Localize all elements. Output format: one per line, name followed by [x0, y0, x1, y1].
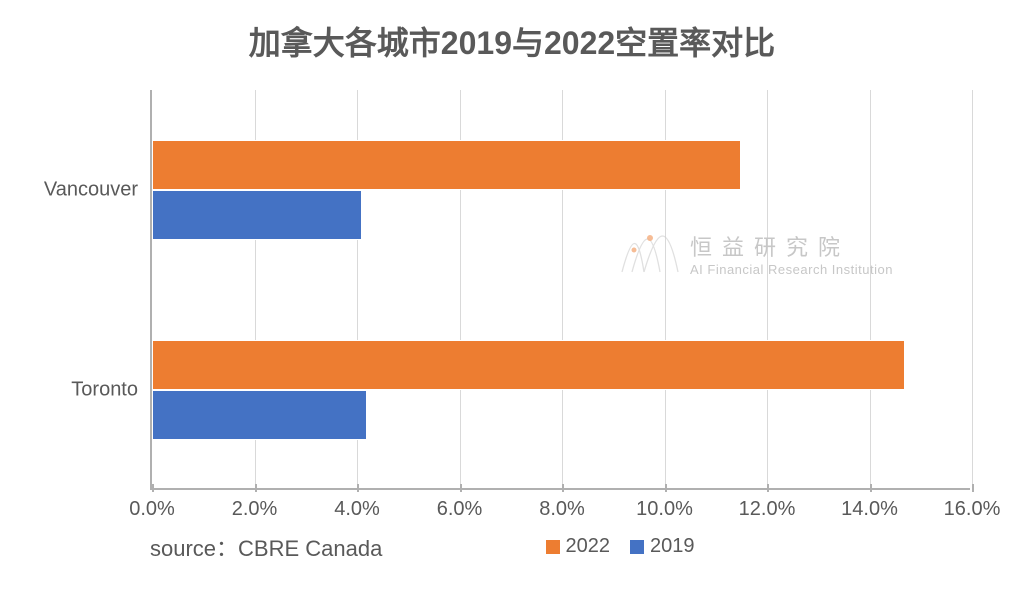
source-label: source：CBRE Canada [150, 531, 382, 563]
x-tick [460, 484, 462, 492]
legend-item: 2019 [630, 535, 695, 558]
y-tick-label: Toronto [71, 379, 138, 402]
legend-label: 2019 [650, 535, 695, 558]
x-tick-label: 4.0% [334, 498, 380, 521]
chart-title: 加拿大各城市2019与2022空置率对比 [0, 0, 1024, 64]
legend-item: 2022 [546, 535, 611, 558]
x-tick-label: 6.0% [437, 498, 483, 521]
x-tick-label: 12.0% [739, 498, 796, 521]
gridline [767, 90, 768, 488]
y-tick-label: Vancouver [44, 179, 138, 202]
bottom-row: source：CBRE Canada 20222019 [150, 535, 970, 558]
x-tick-label: 14.0% [841, 498, 898, 521]
x-tick-label: 16.0% [944, 498, 1001, 521]
bar [152, 340, 905, 390]
bar [152, 190, 362, 240]
legend-swatch [546, 540, 560, 554]
x-tick-label: 0.0% [129, 498, 175, 521]
bar [152, 390, 367, 440]
x-tick [972, 484, 974, 492]
x-tick-label: 8.0% [539, 498, 585, 521]
gridline [870, 90, 871, 488]
x-tick-label: 10.0% [636, 498, 693, 521]
legend: 2022 2019 [546, 535, 695, 558]
x-tick-label: 2.0% [232, 498, 278, 521]
x-tick [255, 484, 257, 492]
x-tick [665, 484, 667, 492]
bar [152, 140, 741, 190]
x-tick [562, 484, 564, 492]
gridline [972, 90, 973, 488]
x-tick [152, 484, 154, 492]
plot-area: 0.0%2.0%4.0%6.0%8.0%10.0%12.0%14.0%16.0%… [150, 90, 970, 490]
x-tick [767, 484, 769, 492]
x-tick [357, 484, 359, 492]
legend-swatch [630, 540, 644, 554]
chart-container: 加拿大各城市2019与2022空置率对比 0.0%2.0%4.0%6.0%8.0… [0, 0, 1024, 601]
x-tick [870, 484, 872, 492]
legend-label: 2022 [566, 535, 611, 558]
